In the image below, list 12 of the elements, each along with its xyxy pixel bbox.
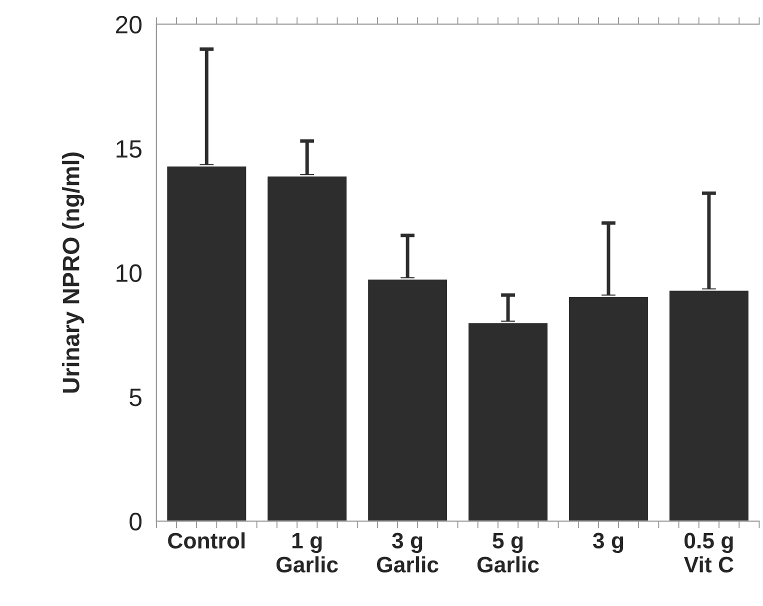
x-tick-label: 0.5 g Vit C xyxy=(684,532,734,573)
y-tick-label: 0 xyxy=(130,512,142,530)
y-axis-title: Urinary NPRO (ng/ml) xyxy=(62,152,84,393)
y-tick-label: 10 xyxy=(116,264,142,282)
x-tick-label: 5 g Garlic xyxy=(477,532,539,573)
y-tick-label: 15 xyxy=(116,140,142,158)
x-tick-label: 3 g Garlic xyxy=(376,532,438,573)
y-tick-label: 5 xyxy=(130,388,142,406)
x-tick-label: 1 g Garlic xyxy=(276,532,338,573)
y-tick-label: 20 xyxy=(116,16,142,34)
x-tick-label: Control xyxy=(168,532,245,549)
x-tick-label: 3 g xyxy=(592,532,624,553)
